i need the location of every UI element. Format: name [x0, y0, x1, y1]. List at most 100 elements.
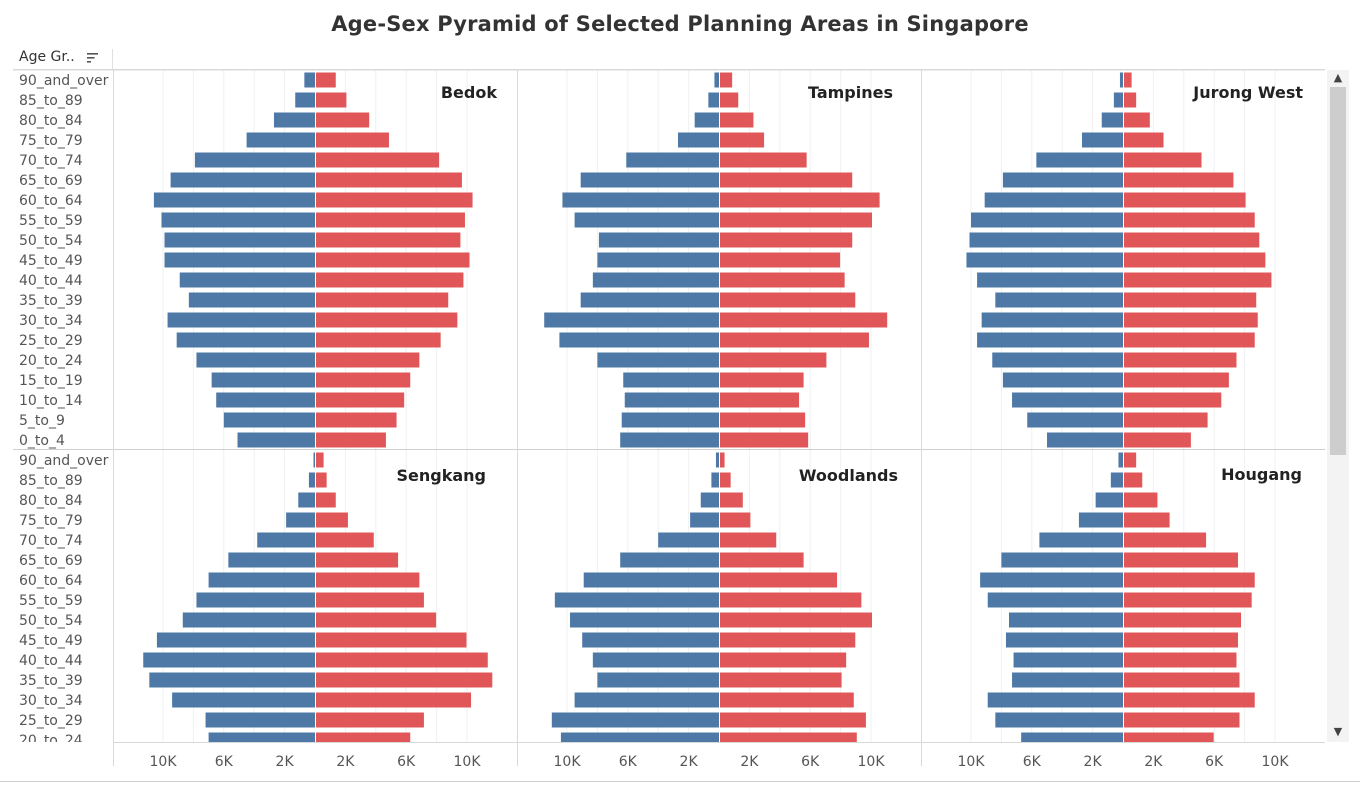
bar-female — [720, 612, 872, 628]
bar-male — [1002, 172, 1123, 188]
age-group-label: 5_to_9 — [19, 413, 65, 429]
bar-male — [1009, 612, 1123, 628]
bar-male — [582, 632, 719, 648]
bar-male — [170, 172, 315, 188]
bar-male — [216, 392, 315, 408]
bar-male — [167, 312, 315, 328]
chevron-down-icon[interactable]: ▼ — [1333, 725, 1343, 738]
x-tick-label: 2K — [1084, 754, 1103, 770]
x-tick-label: 6K — [1205, 754, 1224, 770]
vertical-scrollbar[interactable]: ▲ ▼ — [1327, 70, 1349, 742]
x-tick-label: 2K — [276, 754, 295, 770]
bar-female — [720, 572, 838, 588]
bar-male — [208, 572, 315, 588]
bar-male — [560, 732, 719, 742]
x-tick-label: 6K — [1023, 754, 1042, 770]
bar-male — [559, 332, 719, 348]
age-group-label: 30_to_34 — [19, 693, 83, 709]
age-group-label: 10_to_14 — [19, 393, 83, 409]
bar-male — [149, 672, 315, 688]
age-group-label: 25_to_29 — [19, 333, 83, 349]
bar-male — [196, 352, 315, 368]
bar-female — [1124, 632, 1238, 648]
x-tick-label: 10K — [858, 754, 886, 770]
bar-female — [316, 652, 488, 668]
bar-female — [316, 212, 465, 228]
bar-male — [223, 412, 315, 428]
age-group-label: 35_to_39 — [19, 293, 83, 309]
bar-female — [316, 492, 336, 508]
bar-male — [1027, 412, 1123, 428]
bar-male — [977, 272, 1123, 288]
age-group-label: 85_to_89 — [19, 473, 83, 489]
x-tick-label: 2K — [1144, 754, 1163, 770]
bar-female — [316, 232, 461, 248]
bar-male — [176, 332, 315, 348]
bar-female — [720, 732, 857, 742]
bar-female — [720, 332, 869, 348]
bar-male — [987, 692, 1123, 708]
bar-male — [551, 712, 719, 728]
bar-female — [720, 72, 733, 88]
chart-title: Age-Sex Pyramid of Selected Planning Are… — [331, 12, 1029, 36]
bar-male — [304, 72, 315, 88]
age-group-label: 35_to_39 — [19, 673, 83, 689]
age-group-label: 75_to_79 — [19, 133, 83, 149]
bar-female — [720, 512, 751, 528]
panel-name: Tampines — [808, 83, 893, 102]
x-tick-label: 2K — [680, 754, 699, 770]
bar-male — [1047, 432, 1123, 448]
bar-female — [316, 512, 348, 528]
age-group-label: 70_to_74 — [19, 153, 83, 169]
bar-male — [981, 312, 1123, 328]
bar-female — [1124, 172, 1234, 188]
bar-female — [1124, 192, 1246, 208]
age-group-header[interactable]: Age Gr.. — [19, 49, 75, 65]
bar-female — [720, 92, 739, 108]
bar-female — [316, 72, 336, 88]
bar-male — [621, 412, 719, 428]
bar-female — [720, 592, 862, 608]
bar-male — [570, 612, 719, 628]
bar-male — [620, 432, 719, 448]
scroll-thumb[interactable] — [1330, 87, 1346, 455]
bar-female — [720, 632, 856, 648]
bar-male — [298, 492, 315, 508]
sort-descending-icon[interactable] — [87, 53, 98, 63]
bar-male — [977, 332, 1123, 348]
bar-male — [690, 512, 719, 528]
bar-female — [720, 712, 866, 728]
x-tick-label: 6K — [801, 754, 820, 770]
age-group-label: 20_to_24 — [19, 733, 83, 749]
bar-female — [316, 552, 399, 568]
bar-female — [316, 632, 467, 648]
bar-female — [1124, 472, 1143, 488]
bar-female — [1124, 372, 1229, 388]
bar-female — [316, 692, 472, 708]
bar-female — [720, 292, 856, 308]
age-group-label: 90_and_over — [19, 453, 109, 469]
chevron-up-icon[interactable]: ▲ — [1333, 71, 1343, 84]
age-group-label: 60_to_64 — [19, 573, 83, 589]
bar-female — [316, 252, 470, 268]
bar-male — [228, 552, 315, 568]
bar-female — [720, 652, 847, 668]
bar-male — [286, 512, 315, 528]
bar-female — [1124, 612, 1242, 628]
bar-male — [574, 692, 719, 708]
bar-female — [316, 612, 437, 628]
bar-female — [1124, 312, 1258, 328]
age-group-label: 80_to_84 — [19, 493, 83, 509]
bar-female — [316, 132, 389, 148]
bar-female — [720, 272, 845, 288]
age-group-label: 55_to_59 — [19, 213, 83, 229]
bar-female — [316, 712, 424, 728]
age-group-label: 40_to_44 — [19, 273, 83, 289]
bar-male — [308, 472, 315, 488]
bar-female — [316, 592, 424, 608]
bar-male — [257, 532, 315, 548]
bar-male — [992, 352, 1123, 368]
bar-female — [316, 432, 386, 448]
bar-male — [313, 452, 315, 468]
bar-female — [1124, 332, 1255, 348]
